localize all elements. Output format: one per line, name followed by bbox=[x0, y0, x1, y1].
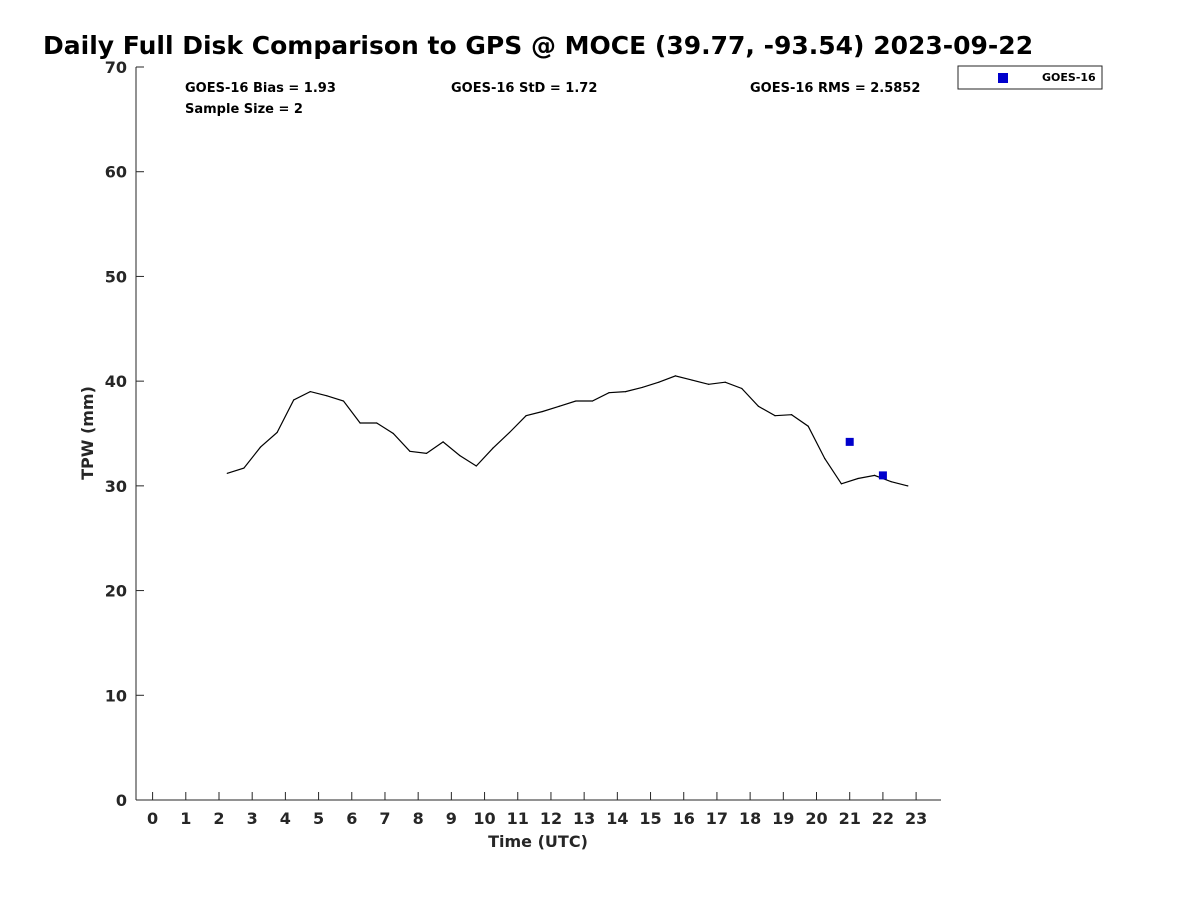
gps-data-point bbox=[840, 483, 843, 485]
x-tick-label: 4 bbox=[280, 809, 291, 828]
x-tick-label: 23 bbox=[905, 809, 927, 828]
gps-data-point bbox=[293, 399, 295, 401]
y-axis-label: TPW (mm) bbox=[78, 386, 97, 480]
y-tick-label: 20 bbox=[105, 582, 127, 601]
gps-data-point bbox=[342, 400, 345, 402]
y-tick-label: 0 bbox=[116, 791, 127, 810]
legend: GOES-16 bbox=[957, 65, 1103, 90]
x-tick-label: 13 bbox=[573, 809, 595, 828]
goes16-marker bbox=[845, 437, 854, 446]
gps-data-point bbox=[243, 467, 245, 469]
gps-data-point bbox=[674, 375, 677, 377]
gps-data-point bbox=[591, 400, 594, 402]
x-tick-label: 17 bbox=[706, 809, 728, 828]
gps-data-point bbox=[824, 458, 826, 460]
gps-data-point bbox=[259, 446, 262, 448]
y-tick-label: 30 bbox=[105, 477, 127, 496]
x-axis-label: Time (UTC) bbox=[488, 832, 588, 851]
x-tick-label: 20 bbox=[805, 809, 827, 828]
stat-bias: GOES-16 Bias = 1.93 bbox=[185, 81, 336, 96]
x-tick-label: 19 bbox=[772, 809, 794, 828]
x-tick-label: 10 bbox=[473, 809, 495, 828]
gps-data-point bbox=[226, 472, 228, 474]
gps-data-point bbox=[874, 474, 876, 476]
goes16-marker bbox=[878, 471, 887, 480]
y-tick-label: 60 bbox=[105, 163, 127, 182]
gps-data-point bbox=[376, 422, 378, 424]
gps-data-point bbox=[442, 441, 444, 443]
x-tick-label: 11 bbox=[507, 809, 529, 828]
x-tick-label: 1 bbox=[180, 809, 191, 828]
gps-series-line bbox=[227, 375, 908, 487]
x-ticks: 0 1 2 3 4 5 6 7 8 9 10 11 12 13 14 15 16 17 18 19 20 21 22 23 bbox=[147, 792, 927, 828]
plot-area bbox=[226, 375, 909, 487]
legend-label-goes16: GOES-16 bbox=[1042, 71, 1096, 84]
gps-data-point bbox=[807, 425, 809, 427]
legend-marker-goes16 bbox=[998, 73, 1008, 83]
gps-data-point bbox=[326, 395, 328, 397]
x-tick-label: 3 bbox=[247, 809, 258, 828]
gps-data-point bbox=[525, 415, 527, 417]
gps-data-point bbox=[890, 481, 892, 483]
chart-title: Daily Full Disk Comparison to GPS @ MOCE… bbox=[43, 31, 1033, 60]
gps-data-point bbox=[608, 392, 610, 394]
x-tick-label: 6 bbox=[346, 809, 357, 828]
legend-box bbox=[957, 65, 1103, 90]
x-tick-label: 8 bbox=[413, 809, 424, 828]
x-tick-label: 18 bbox=[739, 809, 761, 828]
x-tick-label: 9 bbox=[446, 809, 457, 828]
gps-data-point bbox=[691, 379, 693, 381]
x-tick-label: 12 bbox=[540, 809, 562, 828]
stat-sample-size: Sample Size = 2 bbox=[185, 102, 303, 117]
x-tick-label: 2 bbox=[213, 809, 224, 828]
x-tick-label: 14 bbox=[606, 809, 628, 828]
gps-data-point bbox=[542, 410, 544, 413]
gps-data-point bbox=[575, 400, 577, 402]
stat-std: GOES-16 StD = 1.72 bbox=[451, 81, 597, 96]
gps-data-point bbox=[425, 452, 428, 454]
gps-data-point bbox=[724, 381, 726, 383]
gps-data-point bbox=[459, 454, 461, 457]
gps-data-point bbox=[508, 431, 511, 434]
gps-data-point bbox=[658, 381, 660, 383]
gps-data-point bbox=[791, 414, 793, 416]
gps-data-point bbox=[359, 422, 361, 424]
y-tick-label: 50 bbox=[105, 267, 127, 286]
gps-data-point bbox=[641, 386, 643, 389]
x-tick-label: 22 bbox=[872, 809, 894, 828]
stat-rms: GOES-16 RMS = 2.5852 bbox=[750, 81, 920, 96]
x-tick-label: 7 bbox=[379, 809, 390, 828]
gps-data-point bbox=[392, 432, 394, 435]
axes bbox=[135, 67, 941, 801]
gps-data-point bbox=[475, 465, 477, 467]
x-tick-label: 15 bbox=[639, 809, 661, 828]
gps-data-point bbox=[757, 405, 760, 407]
gps-data-point bbox=[625, 391, 627, 393]
gps-data-point bbox=[774, 415, 776, 417]
gps-data-point bbox=[741, 387, 743, 390]
x-tick-label: 5 bbox=[313, 809, 324, 828]
gps-data-point bbox=[409, 450, 411, 452]
gps-data-point bbox=[558, 405, 560, 407]
gps-data-point bbox=[492, 447, 494, 449]
gps-data-point bbox=[857, 477, 859, 480]
gps-data-point bbox=[708, 383, 710, 385]
x-tick-label: 16 bbox=[673, 809, 695, 828]
gps-data-point bbox=[276, 431, 278, 434]
y-tick-label: 40 bbox=[105, 372, 127, 391]
gps-data-point bbox=[309, 391, 311, 393]
gps-data-point bbox=[907, 485, 909, 487]
y-tick-label: 10 bbox=[105, 686, 127, 705]
y-tick-label: 70 bbox=[105, 58, 127, 77]
x-tick-label: 21 bbox=[839, 809, 861, 828]
y-ticks: 0 10 20 30 40 50 60 70 bbox=[105, 58, 144, 810]
x-tick-label: 0 bbox=[147, 809, 158, 828]
